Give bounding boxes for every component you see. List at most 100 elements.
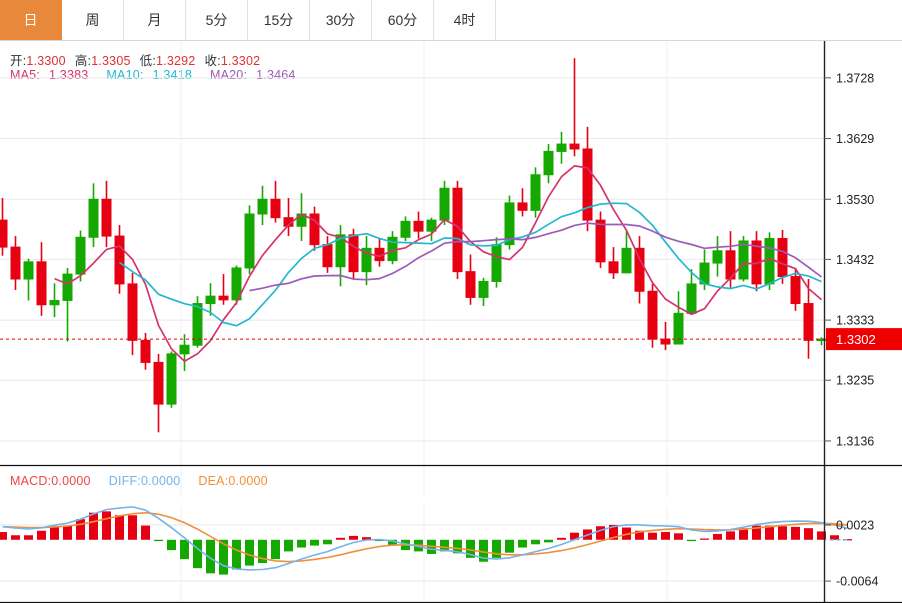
candle-body — [140, 339, 151, 363]
candle-body — [517, 202, 528, 211]
macd-bar — [687, 539, 696, 542]
macd-bar — [284, 539, 293, 552]
candle-body — [23, 261, 34, 280]
price-tick-label: 1.3432 — [836, 253, 874, 267]
tab-15min[interactable]: 15分 — [248, 0, 310, 40]
chart-svg: 1.3728 1.3629 1.3530 1.3432 1.3333 1.3235 1.31… — [0, 41, 902, 603]
macd-bar — [362, 537, 371, 540]
candle-body — [790, 276, 801, 305]
tab-month-label: 月 — [147, 12, 162, 28]
macd-bar — [180, 539, 189, 560]
tab-30min[interactable]: 30分 — [310, 0, 372, 40]
candle-body — [114, 235, 125, 285]
candle-body — [88, 198, 99, 238]
candle-body — [153, 361, 164, 405]
candle-body — [322, 244, 333, 268]
price-badge-bg — [826, 328, 902, 351]
candle-body — [179, 344, 190, 355]
tabbar-filler — [496, 0, 902, 40]
macd-bar — [89, 512, 98, 540]
macd-bar — [232, 539, 241, 570]
candle-body — [218, 295, 229, 301]
macd-bar — [518, 539, 527, 548]
macd-bar — [804, 528, 813, 540]
candlestick-series — [0, 58, 827, 433]
price-tick-label: 1.3136 — [836, 434, 874, 448]
price-tick-label: 1.3728 — [836, 71, 874, 85]
candle-body — [738, 240, 749, 280]
dea-line — [2, 511, 848, 563]
macd-bar — [661, 532, 670, 540]
candle-body — [244, 213, 255, 269]
candle-body — [543, 150, 554, 176]
price-axis-ticks: 1.3728 1.3629 1.3530 1.3432 1.3333 1.3235 1.31… — [824, 71, 878, 589]
macd-bar — [50, 526, 59, 540]
ma-line — [249, 222, 823, 292]
macd-tick-label: -0.0064 — [836, 575, 878, 589]
macd-bar — [674, 533, 683, 540]
candle-body — [166, 353, 177, 405]
macd-bar — [700, 538, 709, 540]
tab-5min[interactable]: 5分 — [186, 0, 248, 40]
candle-body — [62, 273, 73, 301]
macd-bar — [388, 539, 397, 546]
macd-bar — [726, 531, 735, 540]
candle-body — [465, 271, 476, 298]
candle-body — [231, 267, 242, 301]
price-tick-label: 1.3235 — [836, 374, 874, 388]
tab-week[interactable]: 周 — [62, 0, 124, 40]
candle-body — [764, 238, 775, 285]
candle-body — [673, 312, 684, 345]
macd-histogram — [0, 511, 852, 575]
macd-bar — [544, 539, 553, 543]
candle-body — [127, 283, 138, 341]
vertical-gridlines — [180, 41, 668, 603]
candle-body — [439, 187, 450, 221]
tab-4hour-label: 4时 — [453, 12, 476, 28]
candle-body — [452, 187, 463, 273]
candle-body — [504, 202, 515, 246]
macd-bar — [466, 539, 475, 558]
macd-bar — [791, 526, 800, 540]
macd-bar — [24, 535, 33, 540]
macd-bar — [258, 539, 267, 563]
candle-body — [309, 213, 320, 246]
tab-5min-label: 5分 — [205, 12, 228, 28]
tab-day[interactable]: 日 — [0, 0, 62, 40]
macd-bar — [102, 511, 111, 540]
macd-bar — [336, 537, 345, 540]
macd-bar — [492, 539, 501, 558]
tab-4hour[interactable]: 4时 — [434, 0, 496, 40]
macd-bar — [531, 539, 540, 545]
macd-bar — [154, 539, 163, 542]
price-tick-label: 1.3333 — [836, 314, 874, 328]
moving-average-lines — [54, 165, 823, 363]
candle-body — [777, 238, 788, 278]
current-price-badge[interactable]: 1.3302 — [826, 328, 902, 351]
candle-body — [530, 174, 541, 211]
macd-bar — [206, 539, 215, 574]
candle-body — [647, 290, 658, 340]
tab-60min[interactable]: 60分 — [372, 0, 434, 40]
macd-bar — [505, 539, 514, 553]
chart-canvas-area[interactable]: 1.3728 1.3629 1.3530 1.3432 1.3333 1.3235 1.31… — [0, 41, 902, 603]
candle-body — [49, 299, 60, 306]
candle-body — [803, 303, 814, 341]
macd-bar — [648, 532, 657, 540]
tab-15min-label: 15分 — [263, 12, 294, 28]
macd-bar — [752, 525, 761, 540]
candle-body — [400, 220, 411, 238]
candle-body — [10, 246, 21, 280]
candle-body — [335, 234, 346, 268]
candle-body — [205, 295, 216, 305]
candle-body — [608, 261, 619, 274]
macd-bar — [141, 525, 150, 540]
macd-bar — [115, 515, 124, 540]
macd-bar — [739, 528, 748, 540]
candle-body — [478, 280, 489, 298]
candle-body — [491, 244, 502, 282]
candle-body — [582, 148, 593, 221]
macd-bar — [310, 539, 319, 546]
tab-month[interactable]: 月 — [124, 0, 186, 40]
